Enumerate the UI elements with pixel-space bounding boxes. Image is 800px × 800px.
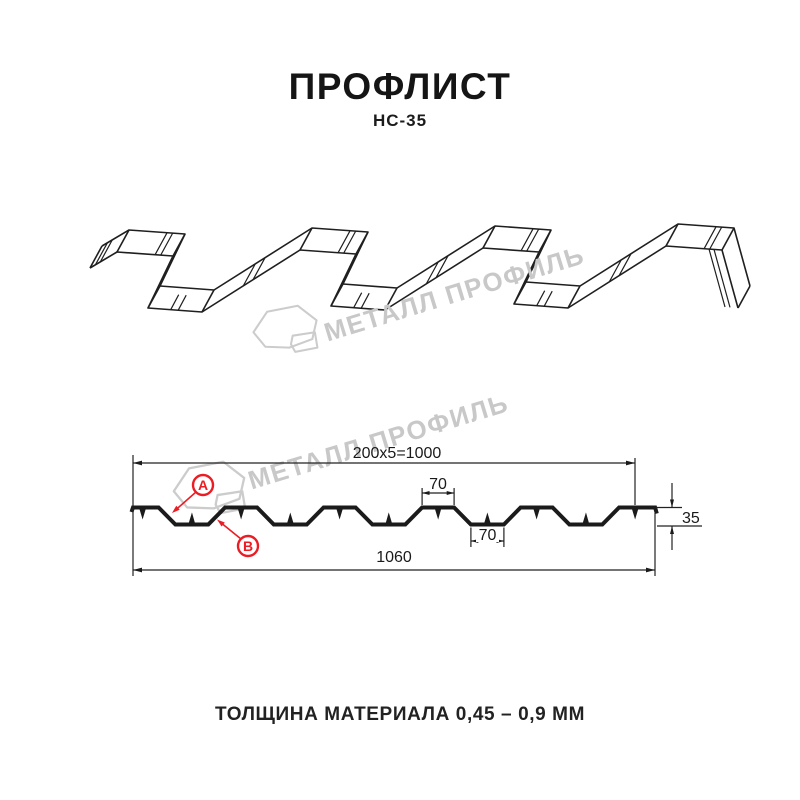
dim-label-profile-height: 35 (682, 510, 700, 527)
callout-b-letter: В (243, 538, 253, 554)
watermark-logo-icon (252, 304, 319, 353)
sheet-body (90, 224, 750, 312)
footer-thickness-note: ТОЛЩИНА МАТЕРИАЛА 0,45 – 0,9 ММ (214, 704, 586, 725)
sheet-front-edge (89, 245, 739, 313)
dim-label-crest-width: 70 (429, 476, 447, 493)
sheet-back-edge (101, 223, 751, 291)
dimension-arrowheads (133, 460, 674, 573)
extension-lines (132, 455, 702, 576)
watermark-brand-text: МЕТАЛЛ ПРОФИЛЬ (244, 387, 513, 496)
label-backing (476, 528, 499, 542)
sheet-extrusion-lines (89, 223, 751, 313)
callout-a: А (172, 473, 215, 513)
profile-cross-section (129, 505, 659, 527)
profile-name-subtitle: НС-35 (372, 111, 428, 130)
watermark-brand-text: МЕТАЛЛ ПРОФИЛЬ (320, 239, 589, 348)
callout-b: В (217, 519, 260, 558)
dim-label-total-width: 1060 (376, 549, 412, 566)
dimension-lines (133, 462, 655, 571)
sheet-bead-lines (94, 226, 731, 311)
dim-label-top-span: 200x5=1000 (353, 445, 442, 462)
watermark-logo-icon (172, 460, 247, 515)
callout-a-letter: А (198, 477, 208, 493)
dim-label-trough-width: 70 (479, 527, 497, 544)
page-title: ПРОФЛИСТ (288, 66, 512, 107)
